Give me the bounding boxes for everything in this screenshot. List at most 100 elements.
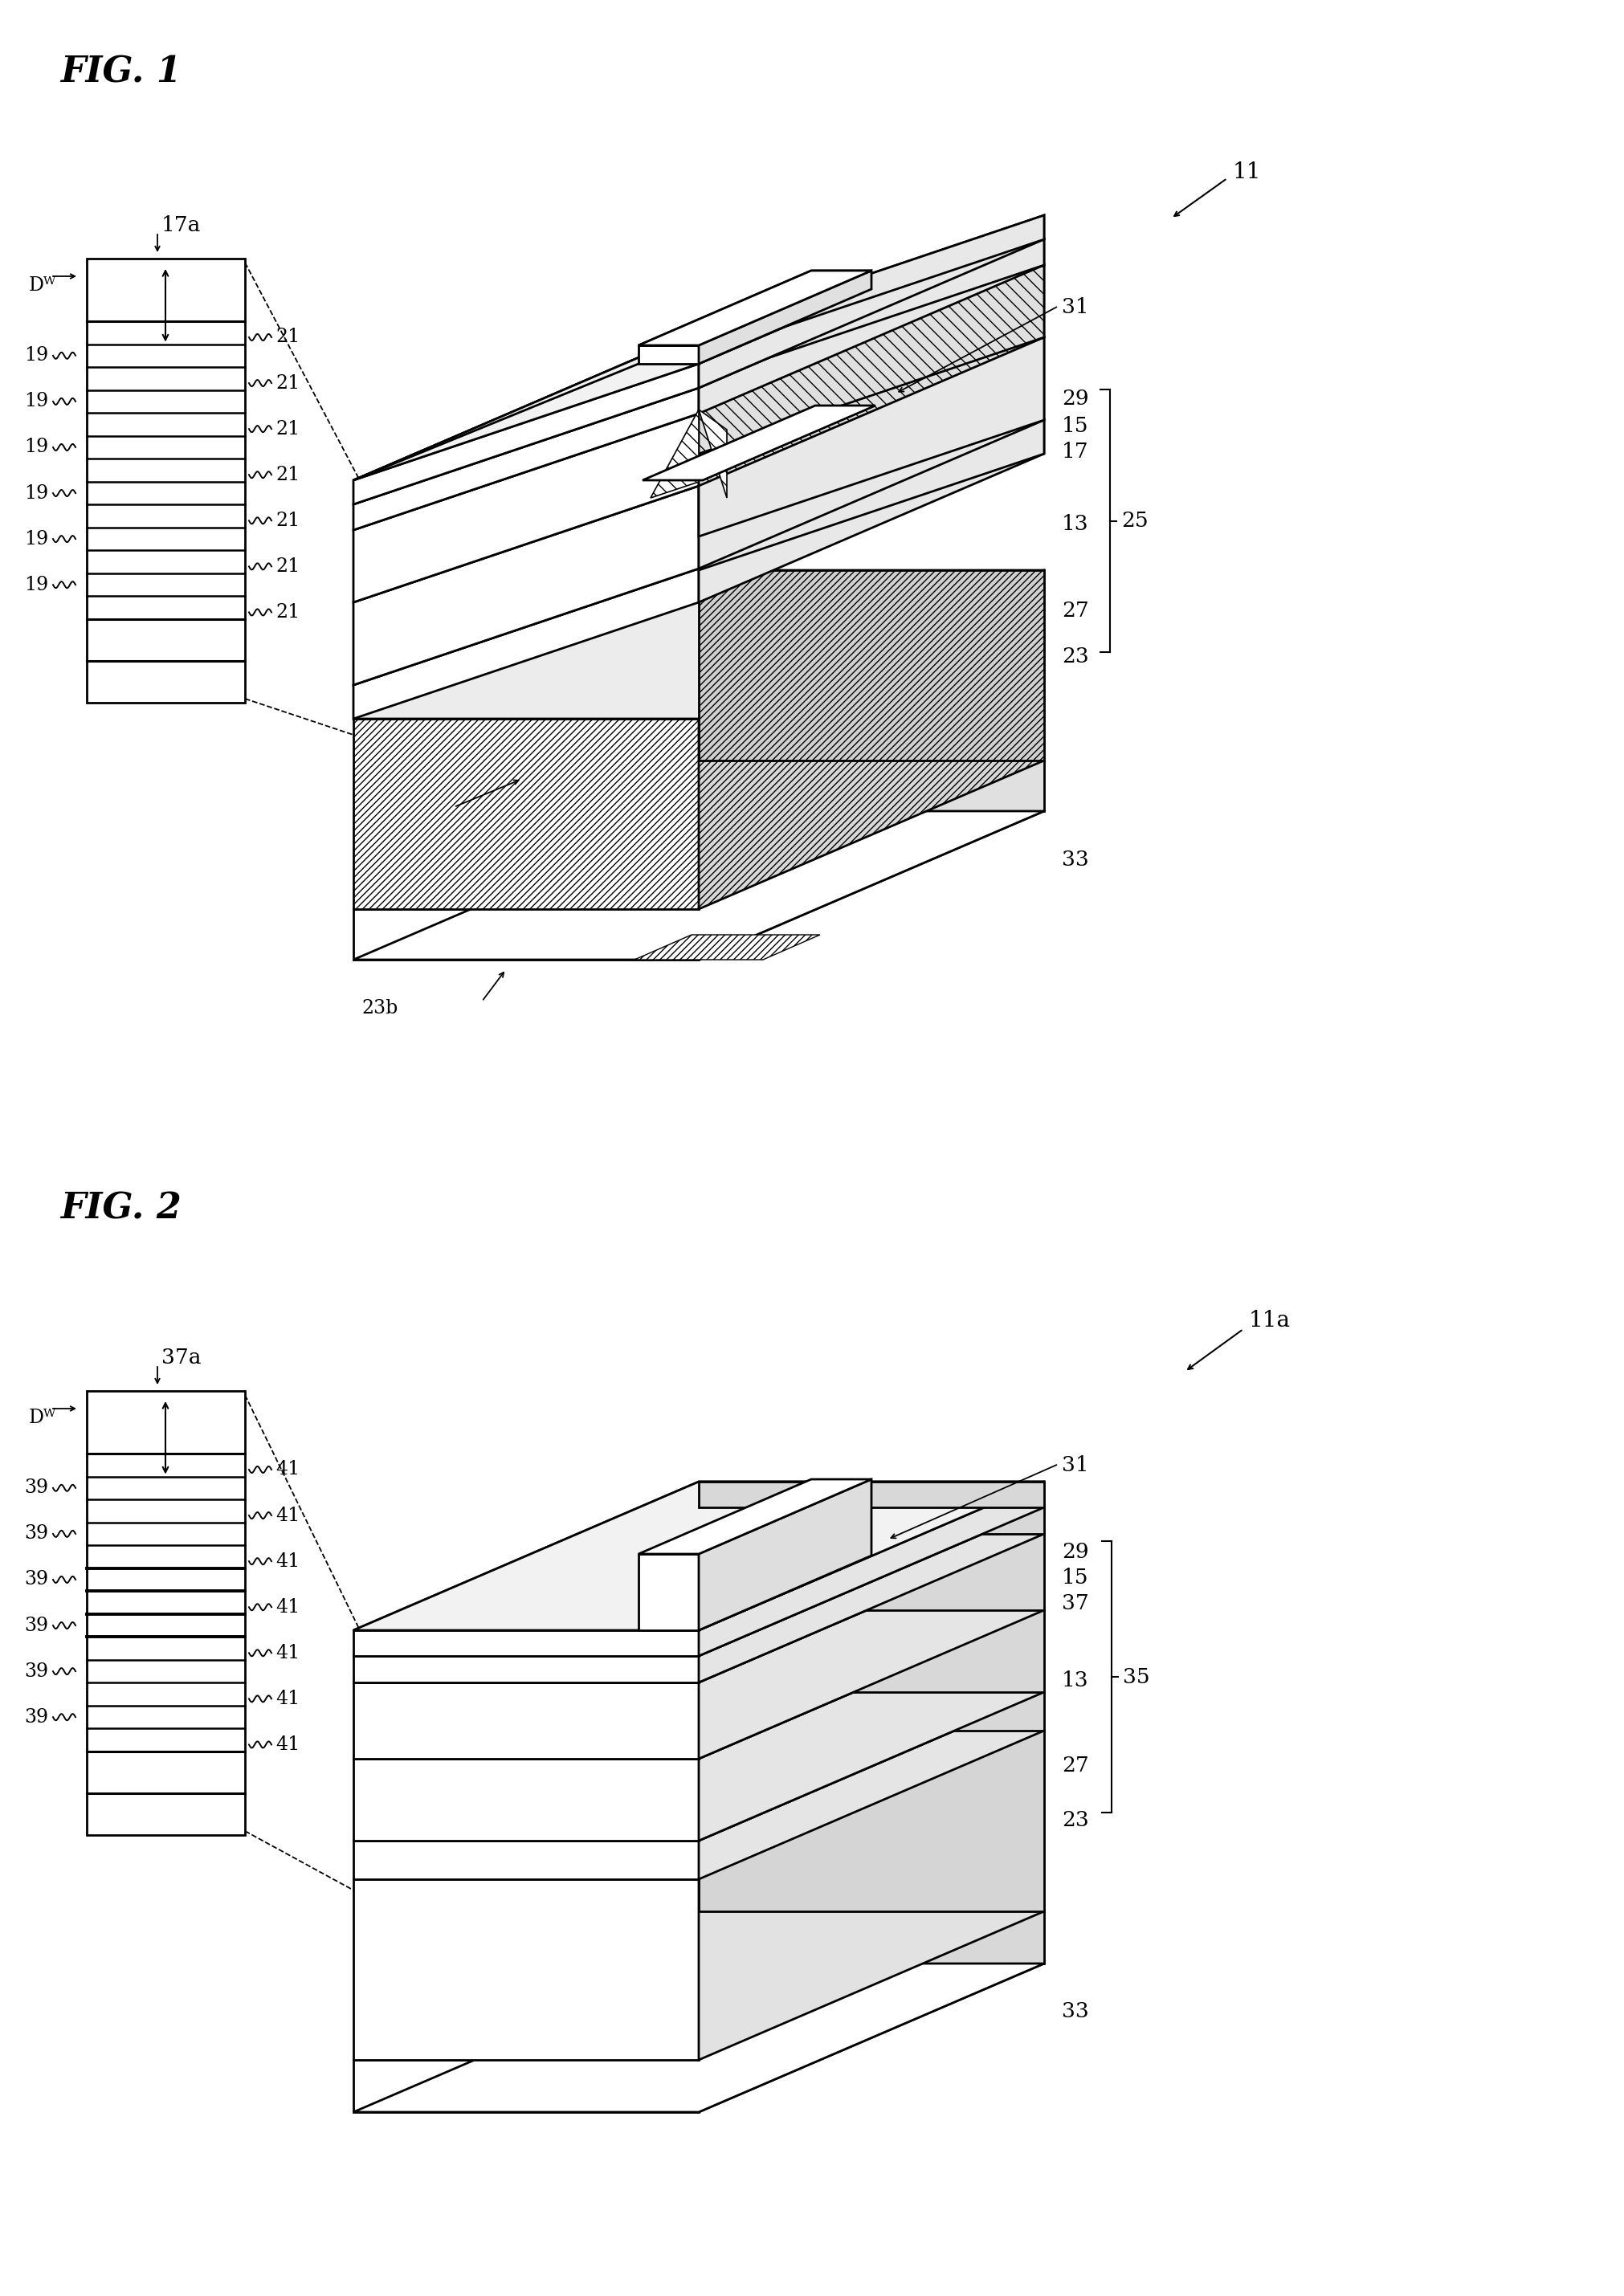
Polygon shape bbox=[354, 331, 1044, 480]
Polygon shape bbox=[354, 1655, 698, 1683]
Text: 39: 39 bbox=[24, 1525, 49, 1543]
Polygon shape bbox=[354, 363, 698, 505]
Text: 21: 21 bbox=[276, 374, 300, 393]
Text: 41: 41 bbox=[276, 1460, 300, 1479]
Text: 39: 39 bbox=[24, 1616, 49, 1635]
Text: 31: 31 bbox=[1062, 1456, 1088, 1476]
Text: 31: 31 bbox=[1062, 298, 1088, 317]
Polygon shape bbox=[354, 569, 698, 719]
Text: 33: 33 bbox=[1062, 2000, 1088, 2020]
Polygon shape bbox=[354, 810, 1044, 960]
Polygon shape bbox=[698, 264, 1044, 487]
Text: 21: 21 bbox=[276, 466, 300, 484]
Polygon shape bbox=[698, 1534, 1044, 1609]
Text: 27: 27 bbox=[1062, 1756, 1088, 1777]
Polygon shape bbox=[638, 271, 872, 344]
Text: 35: 35 bbox=[1122, 1667, 1150, 1688]
Text: 41: 41 bbox=[276, 1552, 300, 1570]
Polygon shape bbox=[354, 1481, 1044, 1630]
Text: 23: 23 bbox=[1062, 1812, 1088, 1830]
Polygon shape bbox=[635, 934, 820, 960]
Polygon shape bbox=[354, 420, 1044, 684]
Polygon shape bbox=[698, 1534, 1044, 1759]
Polygon shape bbox=[354, 760, 1044, 909]
Polygon shape bbox=[354, 1534, 1044, 1683]
Polygon shape bbox=[354, 909, 698, 960]
Polygon shape bbox=[698, 239, 1044, 381]
Polygon shape bbox=[354, 719, 698, 909]
Polygon shape bbox=[354, 1692, 1044, 1841]
Polygon shape bbox=[354, 1683, 698, 1759]
Text: FIG. 2: FIG. 2 bbox=[60, 1192, 182, 1226]
Polygon shape bbox=[638, 344, 698, 363]
Polygon shape bbox=[354, 1759, 698, 1841]
Text: 21: 21 bbox=[276, 420, 300, 439]
Text: 39: 39 bbox=[24, 1708, 49, 1727]
Polygon shape bbox=[698, 420, 1044, 569]
Polygon shape bbox=[698, 1481, 1044, 1508]
Polygon shape bbox=[354, 388, 698, 530]
Text: Dᵂ: Dᵂ bbox=[29, 276, 57, 294]
Polygon shape bbox=[698, 409, 728, 498]
Text: 23b: 23b bbox=[362, 999, 398, 1017]
Text: 19: 19 bbox=[24, 484, 49, 503]
Text: 39: 39 bbox=[24, 1570, 49, 1589]
Text: Undoped: Undoped bbox=[93, 634, 159, 647]
Polygon shape bbox=[354, 413, 698, 602]
Polygon shape bbox=[354, 264, 1044, 530]
Polygon shape bbox=[651, 409, 698, 498]
Polygon shape bbox=[698, 338, 1044, 537]
Polygon shape bbox=[698, 216, 1044, 356]
Polygon shape bbox=[638, 1479, 872, 1554]
Text: 19: 19 bbox=[24, 347, 49, 365]
Text: 37a: 37a bbox=[161, 1348, 201, 1366]
Text: 15: 15 bbox=[1062, 416, 1088, 436]
Polygon shape bbox=[698, 1609, 1044, 1692]
Polygon shape bbox=[698, 1481, 1044, 1655]
Polygon shape bbox=[698, 1910, 1044, 2112]
Text: 17a: 17a bbox=[161, 216, 201, 234]
Polygon shape bbox=[354, 331, 1044, 480]
Text: 11: 11 bbox=[1233, 161, 1262, 184]
Polygon shape bbox=[698, 1910, 1044, 1963]
Bar bbox=[86, 1391, 245, 1835]
Polygon shape bbox=[698, 569, 1044, 909]
Polygon shape bbox=[354, 1630, 698, 1655]
Polygon shape bbox=[354, 487, 698, 684]
Text: 21: 21 bbox=[276, 328, 300, 347]
Text: 37: 37 bbox=[1062, 1593, 1088, 1614]
Polygon shape bbox=[638, 1557, 872, 1630]
Text: 21: 21 bbox=[276, 558, 300, 576]
Polygon shape bbox=[354, 1963, 1044, 2112]
Text: 25: 25 bbox=[1121, 510, 1148, 530]
Polygon shape bbox=[698, 239, 1044, 413]
Polygon shape bbox=[354, 2060, 698, 2112]
Polygon shape bbox=[698, 1508, 1044, 1683]
Polygon shape bbox=[638, 271, 872, 344]
Text: n-doped: n-doped bbox=[93, 1766, 153, 1779]
Text: 21: 21 bbox=[276, 604, 300, 622]
Text: 39: 39 bbox=[24, 1662, 49, 1681]
Text: 15: 15 bbox=[1062, 1568, 1088, 1587]
Polygon shape bbox=[698, 271, 872, 363]
Polygon shape bbox=[354, 363, 638, 480]
Polygon shape bbox=[638, 1554, 698, 1630]
Text: 33: 33 bbox=[1062, 850, 1088, 870]
Polygon shape bbox=[354, 239, 1044, 505]
Polygon shape bbox=[698, 1692, 1044, 1878]
Polygon shape bbox=[698, 760, 1044, 810]
Polygon shape bbox=[698, 1731, 1044, 2060]
Text: 11a: 11a bbox=[1249, 1311, 1291, 1332]
Text: Undoped: Undoped bbox=[93, 675, 159, 689]
Text: 23a: 23a bbox=[361, 810, 395, 829]
Polygon shape bbox=[698, 1609, 1044, 1841]
Text: 23: 23 bbox=[1062, 647, 1088, 666]
Polygon shape bbox=[354, 1508, 1044, 1655]
Bar bbox=[86, 259, 245, 703]
Text: 19: 19 bbox=[24, 439, 49, 457]
Polygon shape bbox=[354, 216, 1044, 480]
Text: 13: 13 bbox=[1062, 514, 1088, 533]
Text: FIG. 1: FIG. 1 bbox=[60, 55, 182, 90]
Polygon shape bbox=[354, 1481, 1044, 1630]
Text: 19: 19 bbox=[24, 393, 49, 411]
